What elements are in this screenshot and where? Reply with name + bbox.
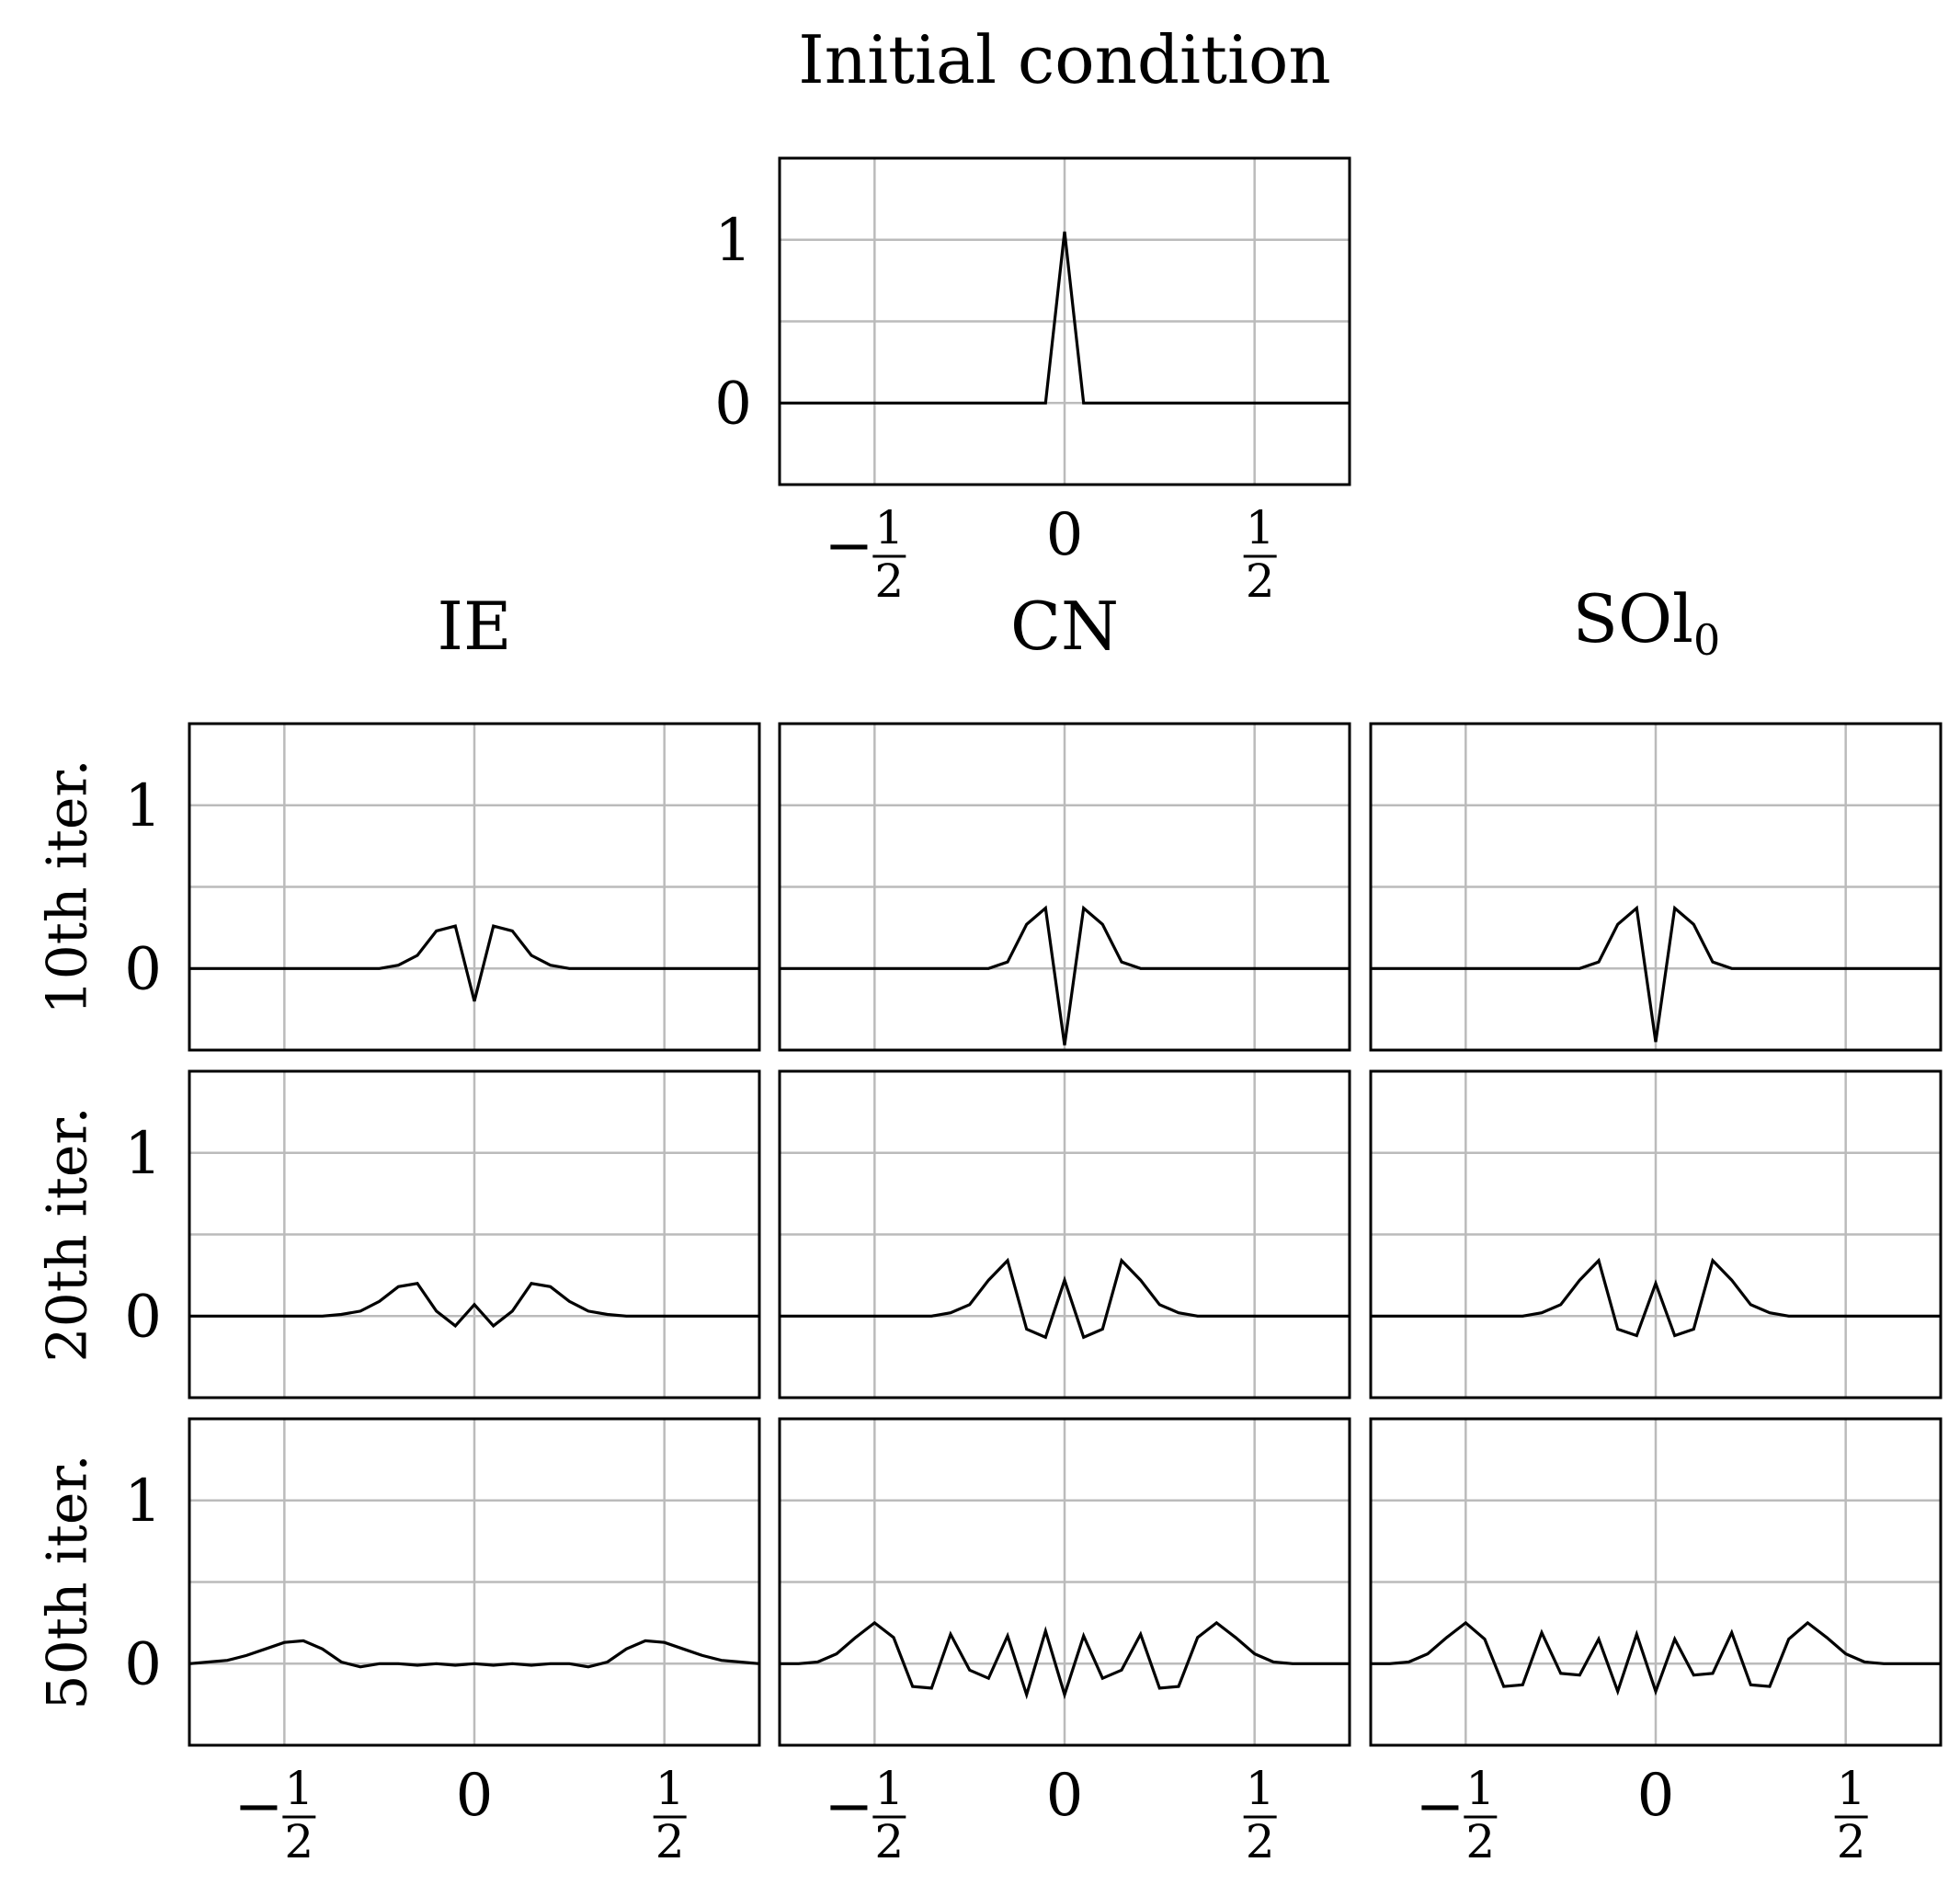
column-title-0: IE — [438, 588, 512, 665]
panel-SO-10-frame — [1369, 722, 1943, 1052]
panel-initial-series-line — [780, 231, 1350, 405]
panel-IE-50-xtick-sign-0: − — [234, 1773, 284, 1841]
panel-IE-20 — [188, 1069, 761, 1399]
column-title-main-2: SOl — [1573, 580, 1693, 657]
panel-SO-10 — [1369, 722, 1943, 1052]
panel-CN-50-xtick-sign-0: − — [825, 1773, 874, 1841]
column-title-2: SOl0 — [1573, 580, 1721, 665]
panel-CN-50-xtick-num-0: 1 — [874, 1762, 904, 1815]
panel-SO-50-xtick-num-0: 1 — [1465, 1762, 1495, 1815]
panel-IE-50 — [188, 1417, 761, 1747]
panel-SO-20-series-line — [1371, 1257, 1941, 1338]
panel-CN-20-frame — [778, 1069, 1351, 1399]
panel-IE-50-xtick-num-0: 1 — [284, 1762, 313, 1815]
panel-IE-50-xtick-den-2: 2 — [655, 1815, 685, 1868]
panel-CN-10 — [778, 722, 1351, 1052]
panel-initial-xtick-num-2: 1 — [1246, 501, 1275, 554]
panel-initial-ytick-label-1: 1 — [714, 207, 752, 275]
panel-IE-20-ytick-label-1: 1 — [124, 1120, 162, 1188]
panel-IE-50-xtick-num-2: 1 — [655, 1762, 685, 1815]
panel-IE-10-ytick-label-1: 1 — [124, 772, 162, 840]
panel-IE-10-frame — [188, 722, 761, 1052]
panel-initial — [778, 156, 1351, 486]
panel-IE-10-series-line — [189, 924, 759, 1002]
panel-IE-50-series-line — [188, 1639, 760, 1669]
panel-SO-50 — [1369, 1417, 1943, 1747]
panel-IE-50-xtick-den-0: 2 — [284, 1815, 313, 1868]
panel-IE-20-frame — [188, 1069, 761, 1399]
panel-SO-10-series-line — [1371, 905, 1941, 1043]
panel-initial-xtick-den-0: 2 — [874, 554, 904, 608]
panel-initial-frame — [778, 156, 1351, 486]
row-label-1: 20th iter. — [36, 1106, 100, 1362]
panel-SO-50-xtick-label-1: 0 — [1637, 1762, 1675, 1830]
panel-CN-50-xtick-den-2: 2 — [1246, 1815, 1275, 1868]
panel-IE-50-xtick-label-1: 0 — [456, 1762, 494, 1830]
panel-CN-50-series-line — [780, 1620, 1350, 1700]
row-label-2: 50th iter. — [36, 1454, 100, 1709]
panel-CN-50-xtick-label-1: 0 — [1046, 1762, 1084, 1830]
panel-CN-10-series-line — [780, 905, 1350, 1045]
panel-SO-20 — [1369, 1069, 1943, 1399]
panel-SO-20-frame — [1369, 1069, 1943, 1399]
panel-SO-50-xtick-num-2: 1 — [1837, 1762, 1866, 1815]
panel-IE-20-series-line — [189, 1282, 759, 1329]
panel-SO-50-frame — [1369, 1417, 1943, 1747]
column-title-1: CN — [1010, 588, 1119, 665]
panel-SO-50-xtick-den-2: 2 — [1837, 1815, 1866, 1868]
panel-SO-50-xtick-sign-0: − — [1416, 1773, 1465, 1841]
panel-IE-20-ytick-label-0: 0 — [124, 1283, 162, 1351]
row-label-0: 10th iter. — [36, 759, 100, 1014]
panel-CN-20 — [778, 1069, 1351, 1399]
panel-initial-xtick-den-2: 2 — [1246, 554, 1275, 608]
panel-CN-10-frame — [778, 722, 1351, 1052]
panel-IE-10-ytick-label-0: 0 — [124, 935, 162, 1003]
panel-CN-50-xtick-den-0: 2 — [874, 1815, 904, 1868]
panel-initial-xtick-num-0: 1 — [874, 501, 904, 554]
panel-IE-50-ytick-label-1: 1 — [124, 1468, 162, 1536]
panel-initial-xtick-label-1: 0 — [1046, 501, 1084, 569]
figure-title: Initial condition — [798, 21, 1330, 98]
panel-IE-50-ytick-label-0: 0 — [124, 1630, 162, 1698]
panel-SO-50-xtick-den-0: 2 — [1465, 1815, 1495, 1868]
panel-CN-50 — [778, 1417, 1351, 1747]
panel-IE-10 — [188, 722, 761, 1052]
panel-initial-ytick-label-0: 0 — [714, 370, 752, 438]
panel-CN-50-frame — [778, 1417, 1351, 1747]
panel-IE-50-frame — [188, 1417, 761, 1747]
panel-SO-50-series-line — [1371, 1620, 1941, 1696]
panel-initial-xtick-sign-0: − — [825, 512, 874, 580]
column-title-sub-2: 0 — [1693, 615, 1720, 665]
panel-CN-20-series-line — [780, 1257, 1350, 1340]
panel-CN-50-xtick-num-2: 1 — [1246, 1762, 1275, 1815]
